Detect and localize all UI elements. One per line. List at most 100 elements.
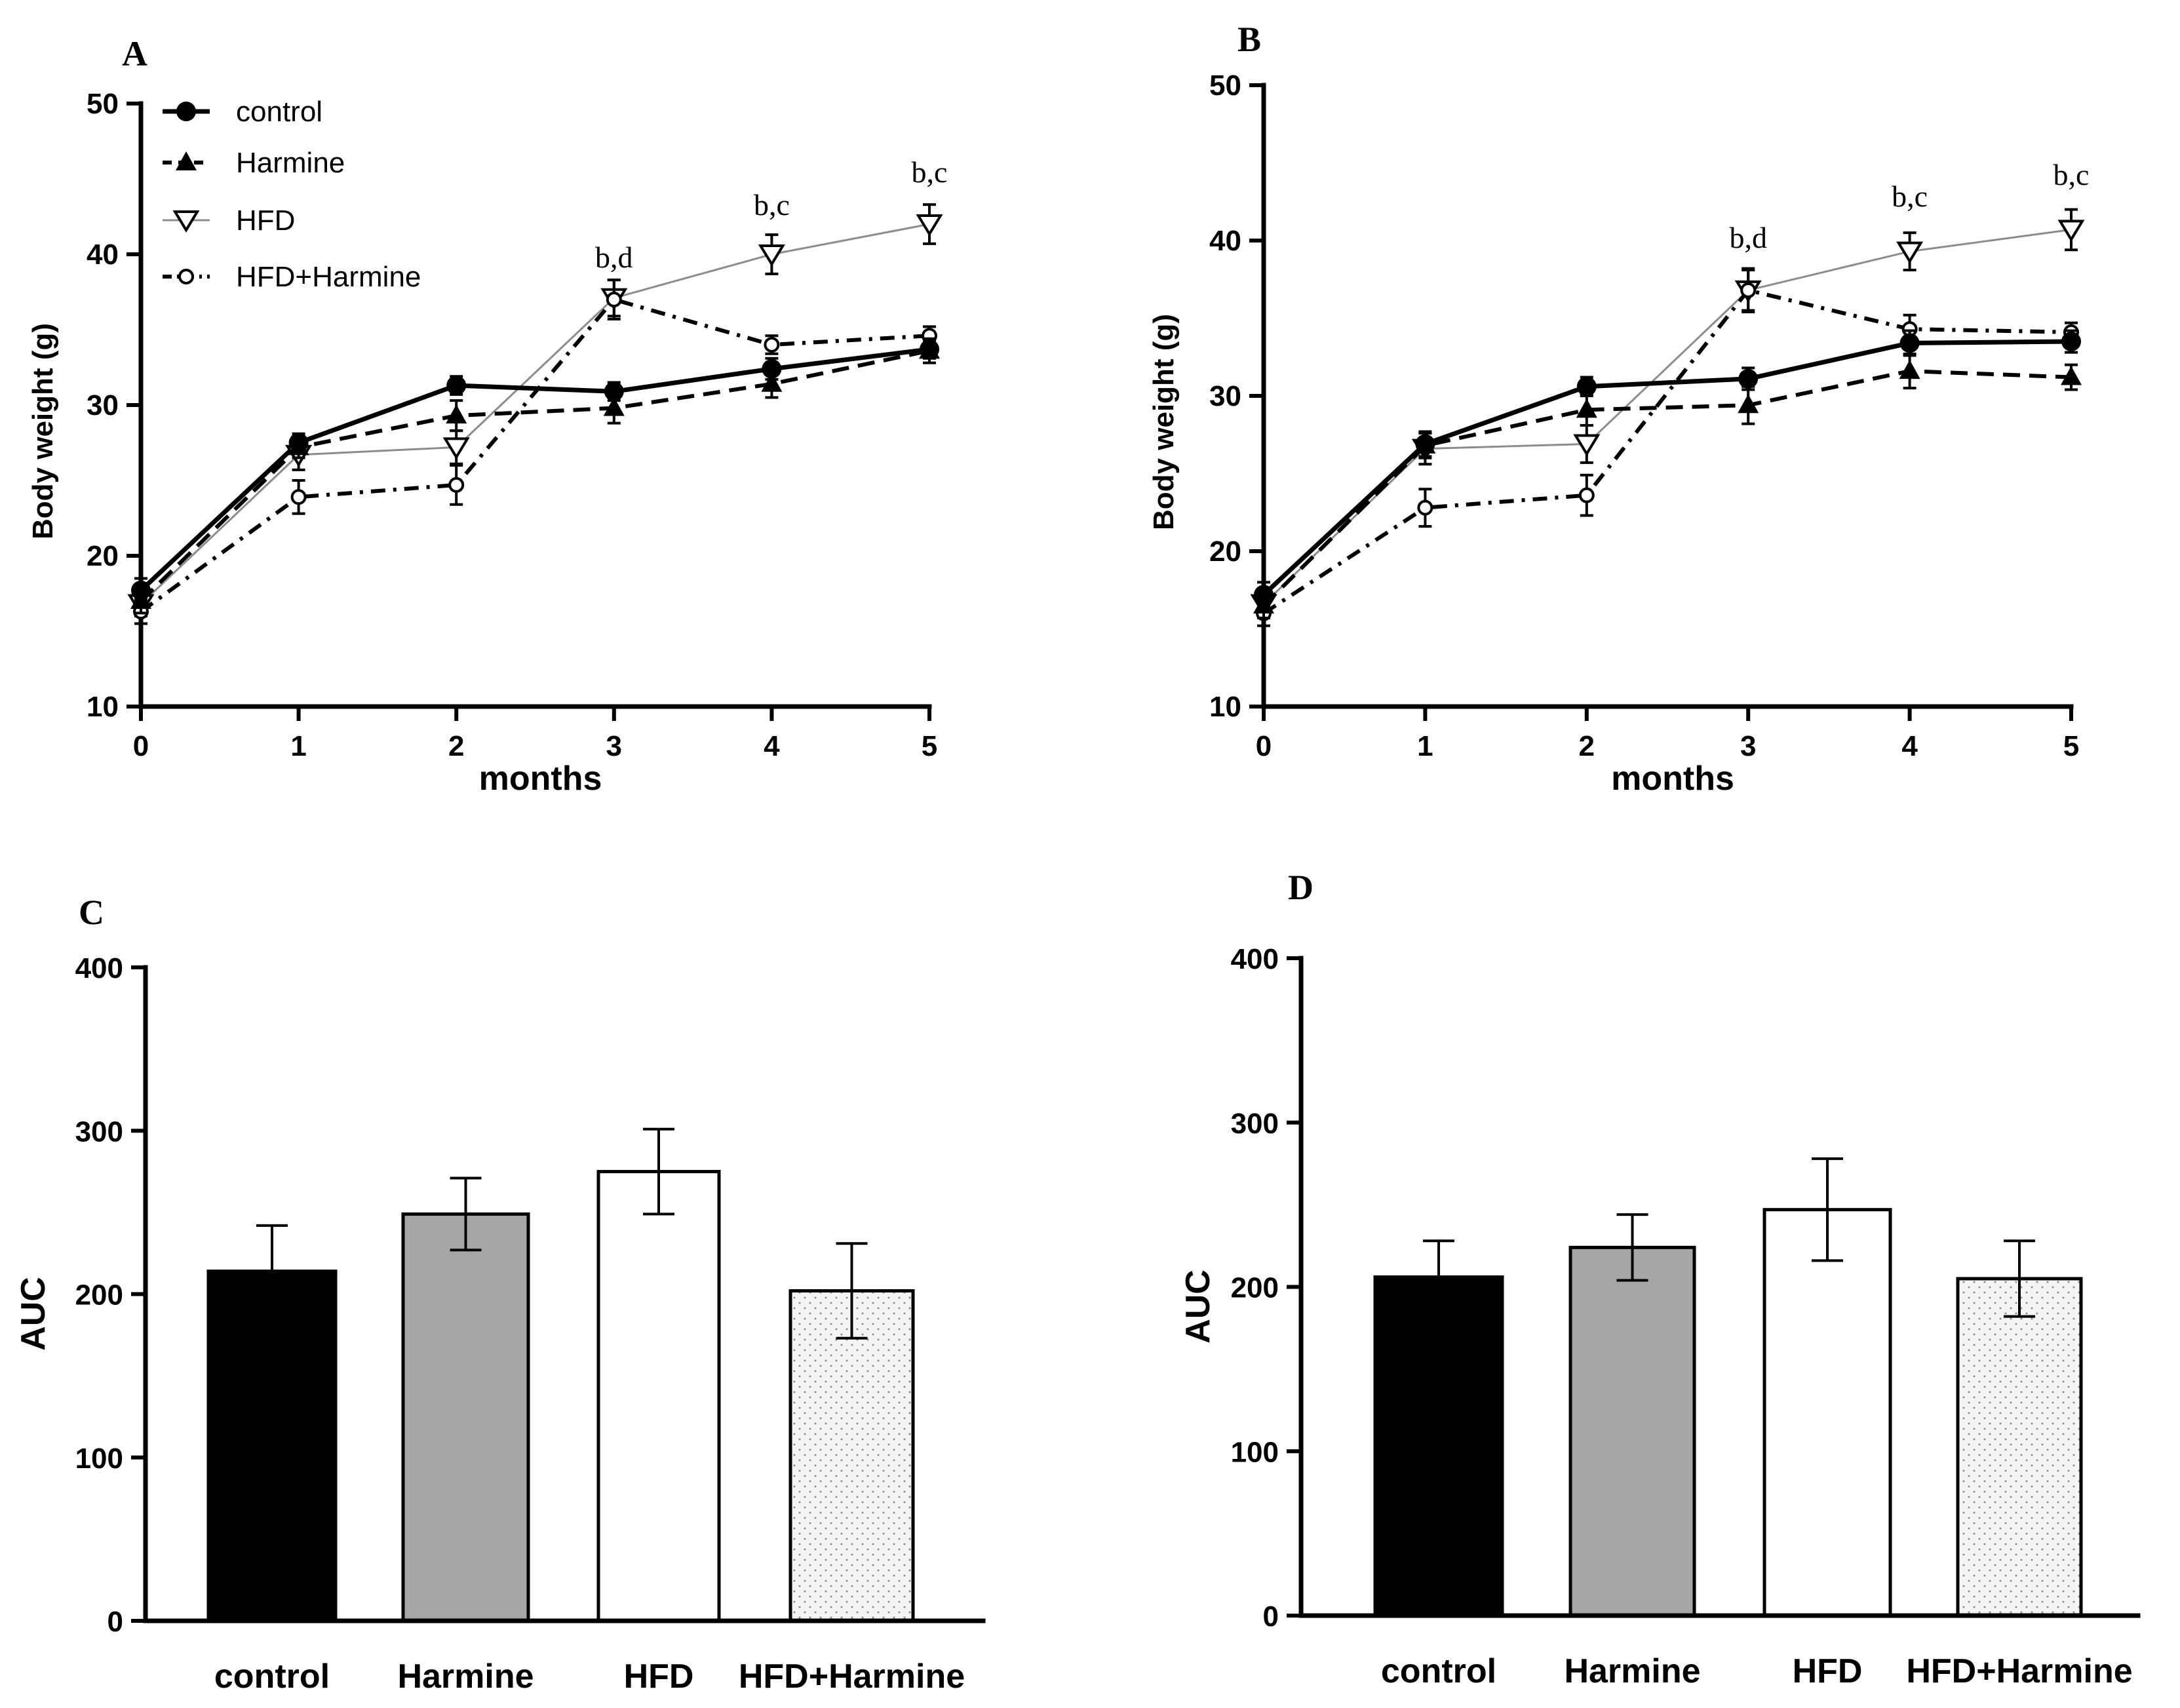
category-label-control: control [214,1658,330,1696]
series-line-control [1262,339,2072,596]
y-tick-label: 50 [1209,69,1241,102]
y-tick-label: 200 [1231,1272,1279,1304]
panel-letter: D [1288,868,1314,907]
y-axis-label: Body weight (g) [27,323,59,539]
x-tick-label: 1 [290,730,306,762]
series-line-hfd-harmine [1262,288,2072,615]
x-tick-label: 4 [764,730,780,762]
data-point-harmine [1738,394,1759,414]
y-tick-label: 300 [75,1116,123,1148]
x-tick-label: 4 [1901,730,1918,762]
data-point-harmine [2061,366,2082,385]
data-point-control [1576,376,1597,397]
data-point-harmine [761,372,783,392]
x-tick-label: 2 [448,730,464,762]
panel-a-line-chart: A 10 20 30 40 50 0 1 2 3 4 5 months Body weight (g) b,… [27,34,947,798]
x-tick-label: 2 [1579,730,1595,762]
y-tick-label: 30 [1209,380,1241,412]
bar-hfd-harmine [1956,1277,2083,1618]
x-tick-label: 0 [133,730,149,762]
significance-annotation: b,d [595,241,633,274]
data-point-control [1899,333,1920,353]
legend-marker-harmine [176,151,197,170]
y-tick-label: 300 [1231,1108,1279,1140]
bar-control [1373,1275,1504,1618]
panel-letter: C [79,893,104,932]
y-tick-label: 400 [75,952,123,984]
category-label-harmine: Harmine [397,1658,534,1696]
series-line-harmine [139,349,930,603]
x-axis-label: months [1611,760,1734,798]
series-line-harmine [1262,369,2072,608]
data-point-harmine [446,404,467,424]
data-point-hfd [916,214,943,237]
data-point-hfd-harmine [290,489,307,505]
x-tick-label: 0 [1256,730,1272,762]
data-point-hfd-harmine [764,337,780,353]
legend-label-hfd-harmine: HFD+Harmine [236,261,421,293]
bar-hfd [596,1170,721,1623]
data-point-control [1738,368,1759,389]
data-point-hfd [1896,241,1924,264]
legend: control Harmine HFD HFD+Harmine [163,96,421,293]
y-axis-label: Body weight (g) [1148,314,1180,530]
data-point-harmine [1576,398,1597,418]
significance-annotation: b,c [754,188,790,222]
data-point-control [288,433,309,453]
category-label-hfd: HFD [1793,1652,1863,1690]
y-tick-label: 10 [87,691,119,723]
data-point-hfd [1573,434,1601,457]
y-tick-label: 0 [107,1606,123,1638]
y-tick-label: 40 [1209,225,1241,257]
x-axis-label: months [479,760,602,798]
y-tick-label: 30 [87,389,119,421]
x-tick-label: 3 [606,730,622,762]
y-tick-label: 100 [1231,1436,1279,1468]
bar-control [206,1270,338,1623]
x-tick-label: 5 [922,730,937,762]
category-label-hfd: HFD [624,1658,694,1696]
category-label-harmine: Harmine [1564,1652,1700,1690]
bar-hfd-harmine [788,1289,915,1623]
data-point-hfd-harmine [606,292,622,307]
bar-harmine [401,1212,530,1623]
data-point-control [1254,585,1274,605]
x-tick-label: 3 [1740,730,1756,762]
data-point-harmine [1899,360,1920,379]
bar-hfd [1762,1208,1892,1618]
y-axis-label: AUC [1179,1270,1217,1344]
data-point-hfd-harmine [1740,282,1757,298]
category-label-hfd-harmine: HFD+Harmine [739,1658,965,1696]
significance-annotation: b,c [912,155,948,189]
data-point-hfd [2057,220,2085,243]
x-tick-label: 5 [2063,730,2079,762]
legend-marker-control [176,102,196,121]
x-tick-label: 1 [1417,730,1433,762]
significance-annotation: b,c [2053,158,2090,191]
y-tick-label: 10 [1209,691,1241,723]
y-tick-label: 40 [87,239,119,271]
y-tick-label: 20 [87,540,119,572]
y-tick-label: 200 [75,1279,123,1311]
data-point-hfd [442,437,470,460]
data-point-hfd [758,244,785,267]
data-point-control [1415,434,1435,454]
panel-b-line-chart: B 10 20 30 40 50 0 1 2 3 4 5 months Body weight (g) b,… [1148,20,2089,798]
y-tick-label: 20 [1209,535,1241,568]
category-label-control: control [1381,1652,1496,1690]
data-point-control [131,580,151,600]
data-point-hfd-harmine [1417,499,1433,516]
series-line-hfd-harmine [140,298,930,613]
legend-marker-hfd [172,210,200,233]
legend-label-hfd: HFD [236,204,295,237]
series-line-hfd [1262,228,2072,605]
bar-harmine [1568,1245,1696,1618]
y-axis-label: AUC [14,1277,52,1351]
legend-label-control: control [236,96,322,128]
significance-annotation: b,c [1892,180,1928,213]
legend-label-harmine: Harmine [236,147,345,179]
y-tick-label: 50 [87,88,119,120]
data-point-hfd-harmine [448,476,465,493]
